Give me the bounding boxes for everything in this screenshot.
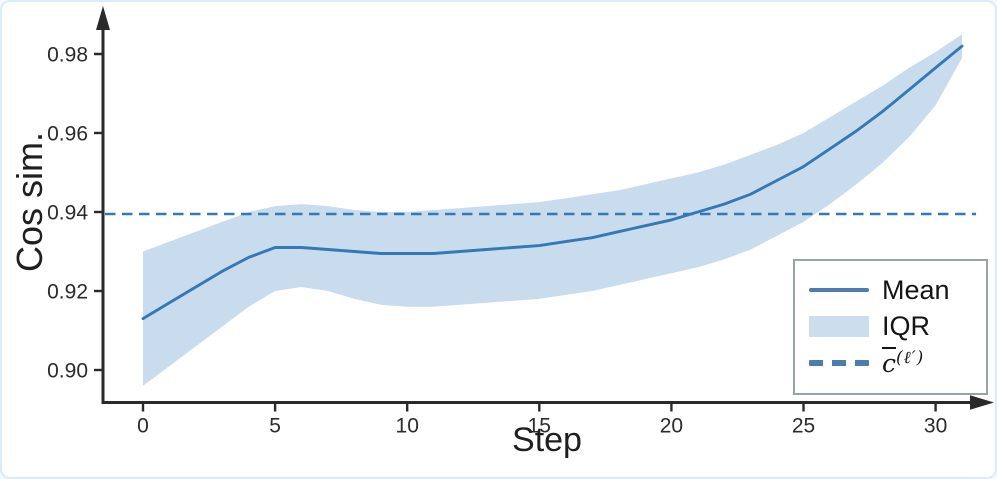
x-axis-arrowhead xyxy=(970,395,994,410)
legend: Mean IQR c(ℓ′) xyxy=(793,259,988,395)
y-tick-label: 0.92 xyxy=(47,281,88,304)
legend-row-cbar: c(ℓ′) xyxy=(809,347,972,378)
legend-row-iqr: IQR xyxy=(809,313,972,340)
cbar-superscript: (ℓ′) xyxy=(896,347,925,368)
y-tick-label: 0.96 xyxy=(47,123,88,146)
y-tick-label: 0.98 xyxy=(47,44,88,67)
y-axis-arrowhead xyxy=(96,6,110,30)
dashed-line-swatch xyxy=(809,359,869,366)
x-tick-label: 25 xyxy=(792,415,815,438)
mean-line xyxy=(141,44,964,321)
y-axis-title: Cos sim. xyxy=(9,131,50,273)
x-tick-label: 15 xyxy=(528,415,551,438)
x-tick-label: 20 xyxy=(660,415,683,438)
y-tick-label: 0.94 xyxy=(47,202,88,225)
x-tick-label: 30 xyxy=(924,415,947,438)
legend-row-mean: Mean xyxy=(809,274,972,305)
iqr-band xyxy=(143,34,962,386)
x-tick-label: 5 xyxy=(269,415,281,438)
legend-label-cbar: c(ℓ′) xyxy=(882,347,925,378)
x-tick-label: 0 xyxy=(137,415,149,438)
y-tick-label: 0.90 xyxy=(47,360,88,383)
iqr-patch-swatch xyxy=(809,316,869,337)
legend-label-iqr: IQR xyxy=(882,311,931,341)
cbar-symbol: c xyxy=(882,348,897,378)
mean-line-swatch xyxy=(809,288,869,292)
x-tick-label: 10 xyxy=(396,415,419,438)
legend-label-mean: Mean xyxy=(882,274,950,305)
x-axis-title: Step xyxy=(512,421,582,459)
